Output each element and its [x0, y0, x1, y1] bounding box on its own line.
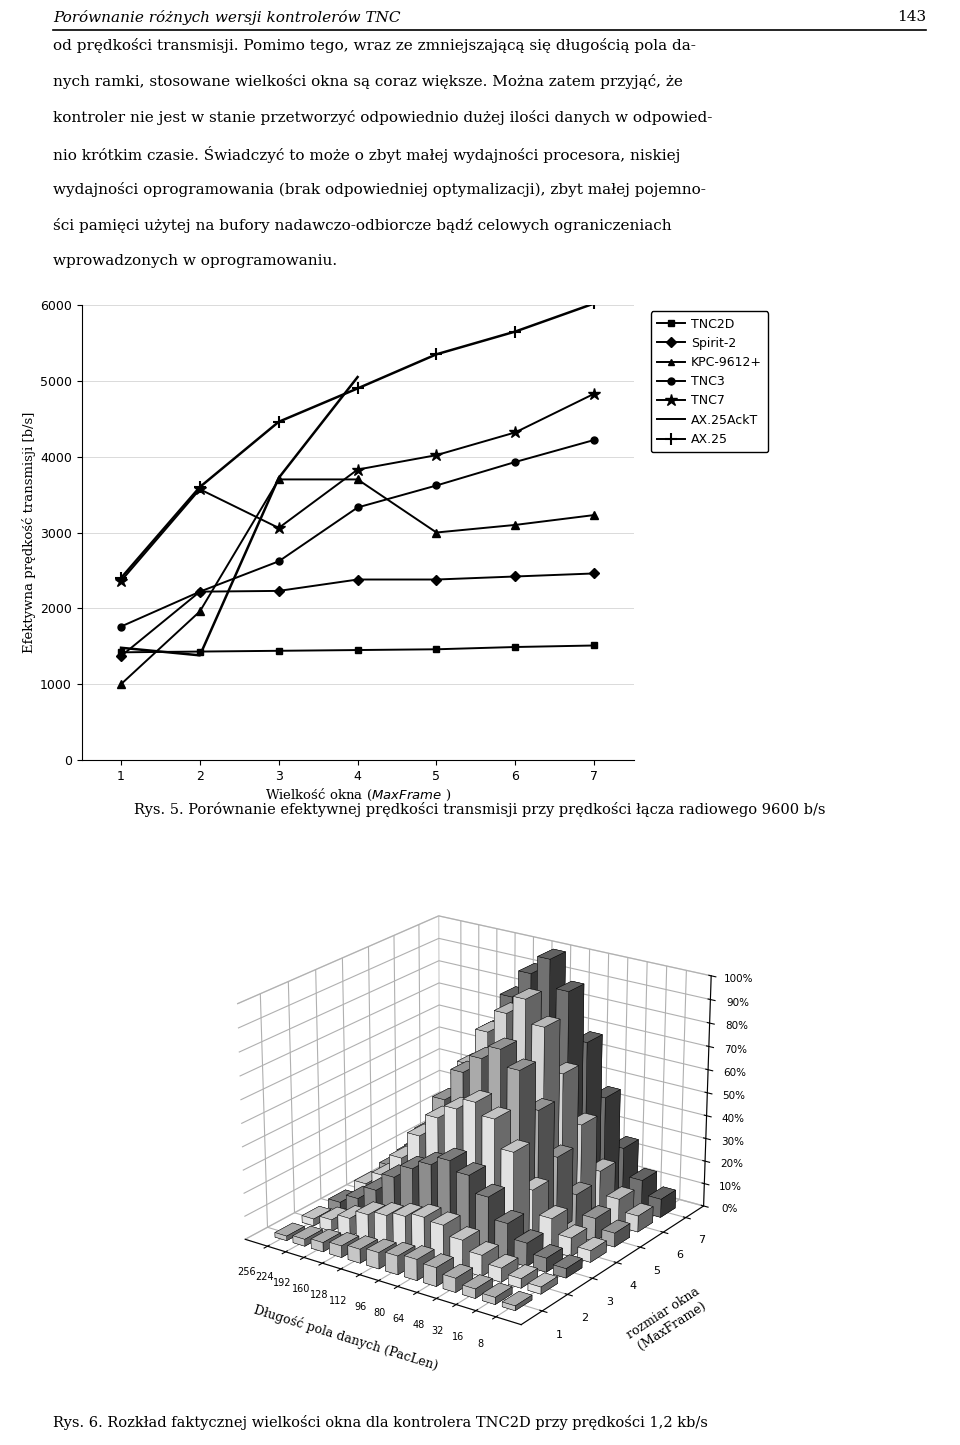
- Text: wprowadzonych w oprogramowaniu.: wprowadzonych w oprogramowaniu.: [53, 254, 337, 267]
- Text: 143: 143: [898, 10, 926, 25]
- Text: nio krótkim czasie. Świadczyć to może o zbyt małej wydajności procesora, niskiej: nio krótkim czasie. Świadczyć to może o …: [53, 146, 681, 163]
- Text: nych ramki, stosowane wielkości okna są coraz większe. Można zatem przyjąć, że: nych ramki, stosowane wielkości okna są …: [53, 74, 683, 90]
- X-axis label: Długość pola danych (PacLen): Długość pola danych (PacLen): [252, 1302, 440, 1373]
- X-axis label: Wielkość okna ($\mathit{MaxFrame}$ ): Wielkość okna ($\mathit{MaxFrame}$ ): [265, 788, 450, 803]
- Text: ści pamięci użytej na bufory nadawczo-odbiorcze bądź celowych ograniczeniach: ści pamięci użytej na bufory nadawczo-od…: [53, 218, 671, 233]
- Text: kontroler nie jest w stanie przetworzyć odpowiednio dużej ilości danych w odpowi: kontroler nie jest w stanie przetworzyć …: [53, 110, 712, 126]
- Text: Rys. 6. Rozkład faktycznej wielkości okna dla kontrolera TNC2D przy prędkości 1,: Rys. 6. Rozkład faktycznej wielkości okn…: [53, 1415, 708, 1431]
- Text: od prędkości transmisji. Pomimo tego, wraz ze zmniejszającą się długością pola d: od prędkości transmisji. Pomimo tego, wr…: [53, 38, 696, 53]
- Text: wydajności oprogramowania (brak odpowiedniej optymalizacji), zbyt małej pojemno-: wydajności oprogramowania (brak odpowied…: [53, 182, 706, 197]
- Legend: TNC2D, Spirit-2, KPC-9612+, TNC3, TNC7, AX.25AckT, AX.25: TNC2D, Spirit-2, KPC-9612+, TNC3, TNC7, …: [651, 311, 768, 452]
- Y-axis label: rozmiar okna
(MaxFrame): rozmiar okna (MaxFrame): [625, 1285, 710, 1354]
- Text: Rys. 5. Porównanie efektywnej prędkości transmisji przy prędkości łącza radioweg: Rys. 5. Porównanie efektywnej prędkości …: [134, 802, 826, 816]
- Text: Porównanie różnych wersji kontrolerów TNC: Porównanie różnych wersji kontrolerów TN…: [53, 10, 400, 25]
- Y-axis label: Efektywna prędkość transmisji [b/s]: Efektywna prędkość transmisji [b/s]: [22, 412, 36, 653]
